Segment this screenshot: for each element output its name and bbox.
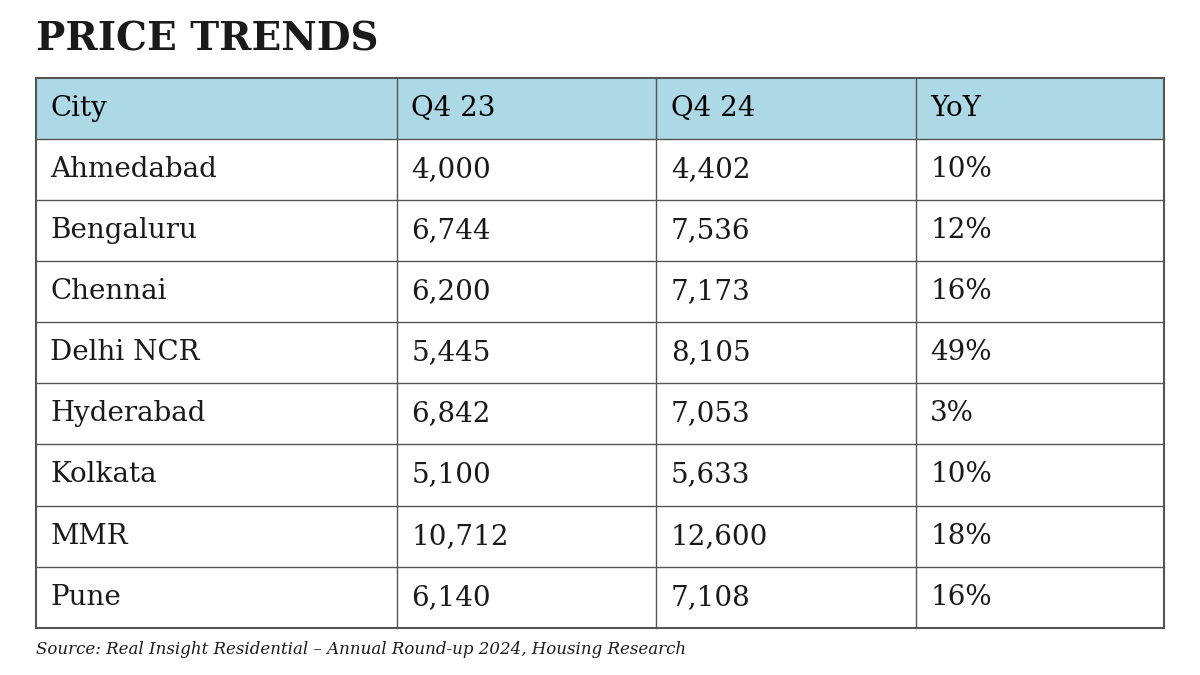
Text: 12,600: 12,600 [671, 522, 768, 549]
Text: MMR: MMR [50, 522, 128, 549]
Text: 4,000: 4,000 [412, 156, 491, 183]
Text: 5,633: 5,633 [671, 462, 750, 489]
Text: 7,053: 7,053 [671, 400, 750, 427]
Text: Bengaluru: Bengaluru [50, 217, 197, 244]
Text: Ahmedabad: Ahmedabad [50, 156, 217, 183]
FancyBboxPatch shape [36, 506, 1164, 566]
Text: 10,712: 10,712 [412, 522, 509, 549]
Text: Q4 24: Q4 24 [671, 95, 755, 122]
Text: 5,100: 5,100 [412, 462, 491, 489]
Text: 10%: 10% [930, 156, 992, 183]
FancyBboxPatch shape [36, 566, 1164, 628]
Text: 12%: 12% [930, 217, 992, 244]
FancyBboxPatch shape [36, 200, 1164, 261]
FancyBboxPatch shape [36, 78, 1164, 139]
Text: Kolkata: Kolkata [50, 462, 157, 489]
Text: Hyderabad: Hyderabad [50, 400, 206, 427]
FancyBboxPatch shape [36, 322, 1164, 383]
FancyBboxPatch shape [36, 139, 1164, 200]
Text: 10%: 10% [930, 462, 992, 489]
Text: 7,536: 7,536 [671, 217, 750, 244]
Text: 7,173: 7,173 [671, 278, 750, 305]
Text: 18%: 18% [930, 522, 992, 549]
FancyBboxPatch shape [36, 383, 1164, 444]
Text: Source: Real Insight Residential – Annual Round-up 2024, Housing Research: Source: Real Insight Residential – Annua… [36, 641, 686, 658]
FancyBboxPatch shape [36, 444, 1164, 506]
Text: 16%: 16% [930, 584, 992, 611]
Text: 49%: 49% [930, 339, 991, 366]
Text: Pune: Pune [50, 584, 121, 611]
Text: YoY: YoY [930, 95, 982, 122]
Text: 6,744: 6,744 [412, 217, 491, 244]
Text: 6,140: 6,140 [412, 584, 491, 611]
Text: 7,108: 7,108 [671, 584, 750, 611]
Text: 6,200: 6,200 [412, 278, 491, 305]
Text: Chennai: Chennai [50, 278, 167, 305]
Text: 5,445: 5,445 [412, 339, 491, 366]
Text: Q4 23: Q4 23 [412, 95, 496, 122]
Text: City: City [50, 95, 107, 122]
Text: 4,402: 4,402 [671, 156, 750, 183]
Text: 3%: 3% [930, 400, 974, 427]
Text: 6,842: 6,842 [412, 400, 491, 427]
Text: Delhi NCR: Delhi NCR [50, 339, 200, 366]
Text: PRICE TRENDS: PRICE TRENDS [36, 20, 378, 58]
Text: 8,105: 8,105 [671, 339, 750, 366]
Text: 16%: 16% [930, 278, 992, 305]
FancyBboxPatch shape [36, 261, 1164, 322]
